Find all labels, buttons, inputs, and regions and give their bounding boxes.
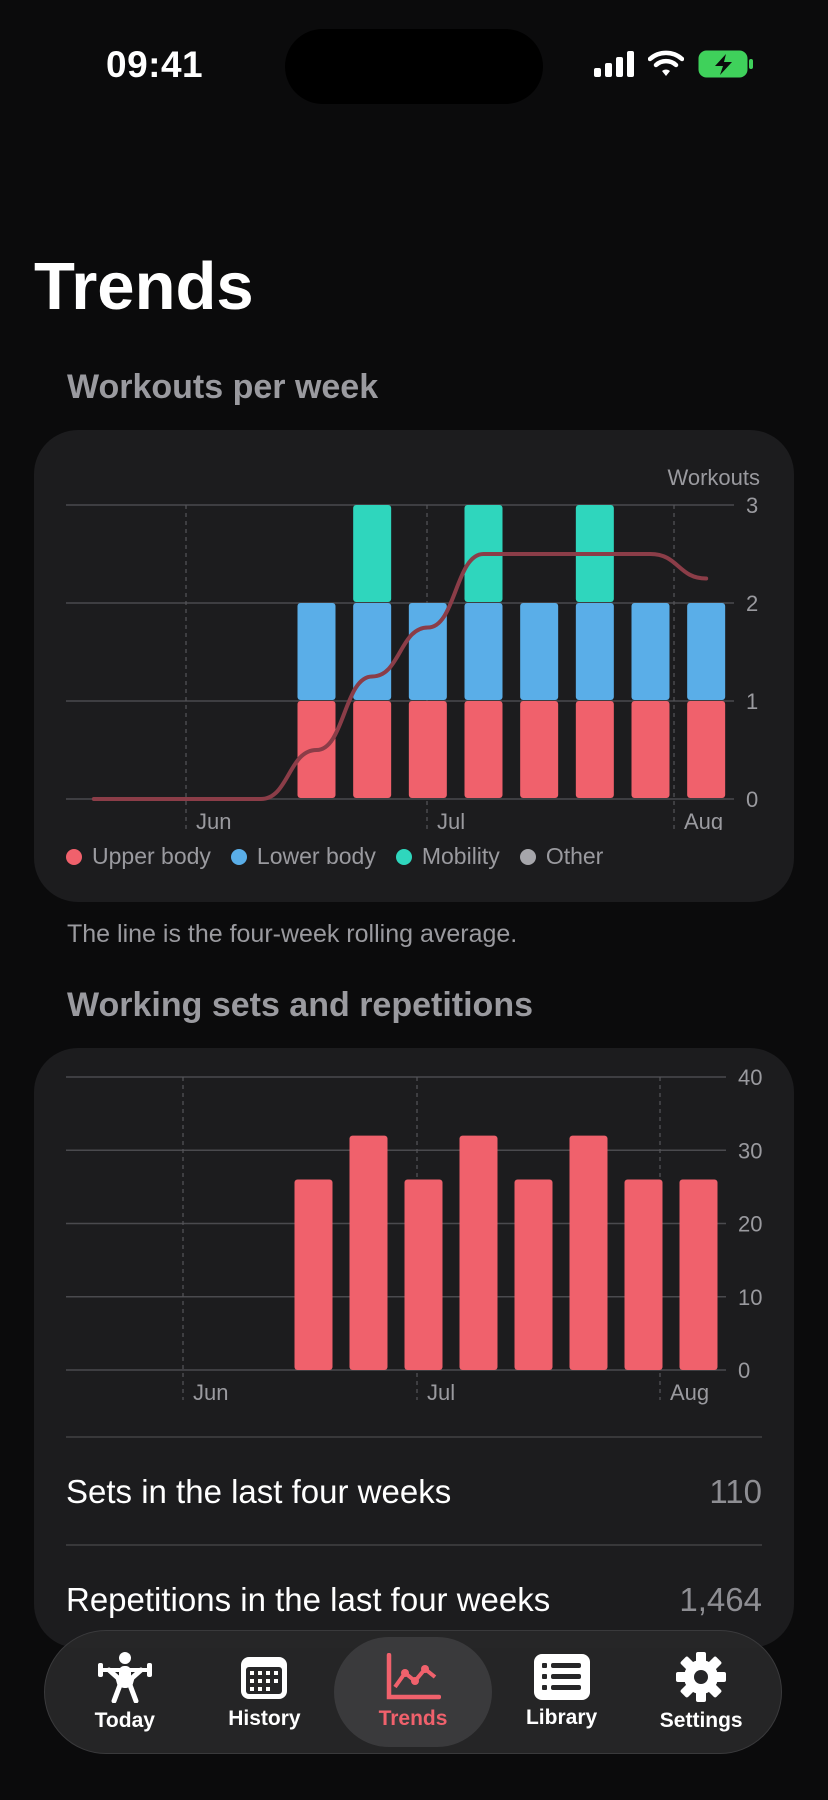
bar-lower-body	[408, 603, 447, 700]
status-icons	[594, 50, 754, 78]
x-tick-label: Jul	[427, 1380, 455, 1405]
bar-mobility	[353, 505, 392, 602]
bar-upper-body	[353, 701, 392, 798]
mobility-swatch	[395, 848, 412, 865]
bar-upper-body	[631, 701, 670, 798]
bar	[514, 1179, 553, 1370]
x-tick-label: Aug	[670, 1380, 709, 1405]
dynamic-island	[285, 29, 543, 104]
workouts-per-week-chart: 0 1 2 3 Jun Jul Aug Workouts	[66, 465, 760, 830]
tab-label: Library	[525, 1706, 598, 1729]
tab-label: Today	[94, 1709, 155, 1732]
tab-label: Trends	[378, 1707, 448, 1730]
tab-label: Settings	[659, 1709, 743, 1732]
stat-value: 110	[709, 1473, 762, 1510]
bar-upper-body	[687, 701, 726, 798]
stat-row-sets: Sets in the last four weeks 110	[66, 1436, 762, 1546]
status-time: 09:41	[106, 44, 204, 85]
bar-lower-body	[687, 603, 726, 700]
legend-lower-body: Lower body	[230, 843, 376, 870]
other-swatch	[519, 848, 536, 865]
weightlifter-icon	[97, 1652, 152, 1703]
chart-icon	[386, 1653, 441, 1700]
signal-icon	[594, 51, 634, 77]
y-tick-label: 1	[746, 689, 758, 714]
wifi-icon	[648, 50, 684, 76]
y-tick-label: 0	[738, 1358, 750, 1383]
rolling-average-line	[91, 552, 709, 801]
tab-settings[interactable]: Settings	[631, 1637, 771, 1747]
tab-trends[interactable]: Trends	[334, 1637, 492, 1747]
sets-chart: 0 10 20 30 40 Jun Jul Aug	[66, 1065, 762, 1405]
calendar-icon	[241, 1657, 288, 1699]
workouts-section-title: Workouts per week	[67, 368, 379, 406]
legend-upper-body: Upper body	[66, 843, 211, 870]
list-icon	[533, 1654, 590, 1700]
bar	[349, 1135, 388, 1370]
tab-today[interactable]: Today	[55, 1637, 195, 1747]
bar-upper-body	[464, 701, 503, 798]
bar-lower-body	[520, 603, 559, 700]
y-axis-title: Workouts	[667, 465, 760, 490]
legend-label: Other	[545, 843, 604, 869]
legend-mobility: Mobility	[395, 843, 500, 870]
bar-lower-body	[464, 603, 503, 700]
bar-upper-body	[575, 701, 614, 798]
workouts-chart-card: 0 1 2 3 Jun Jul Aug Workouts Upper body Lower b…	[34, 430, 794, 902]
y-tick-label: 3	[746, 493, 758, 518]
bar-lower-body	[297, 603, 336, 700]
bar	[624, 1179, 663, 1370]
legend-label: Mobility	[421, 843, 500, 869]
sets-chart-card: 0 10 20 30 40 Jun Jul Aug Sets in the last four…	[34, 1048, 794, 1648]
y-tick-label: 10	[738, 1285, 762, 1310]
tab-label: History	[228, 1707, 301, 1730]
legend-label: Upper body	[92, 843, 211, 869]
chart-legend: Upper body Lower body Mobility Other	[66, 843, 603, 870]
bar	[459, 1135, 498, 1370]
bar-upper-body	[520, 701, 559, 798]
y-tick-label: 0	[746, 787, 758, 812]
stat-value: 1,464	[679, 1581, 762, 1618]
tab-library[interactable]: Library	[492, 1637, 632, 1747]
lower-body-swatch	[230, 848, 247, 865]
stat-row-repetitions: Repetitions in the last four weeks 1,464	[66, 1544, 762, 1654]
bar-upper-body	[408, 701, 447, 798]
gear-icon	[676, 1652, 727, 1702]
bar	[569, 1135, 608, 1370]
legend-other: Other	[519, 843, 604, 870]
y-tick-label: 2	[746, 591, 758, 616]
rolling-average-note: The line is the four-week rolling averag…	[67, 920, 518, 948]
bar-lower-body	[631, 603, 670, 700]
x-tick-label: Jul	[437, 809, 465, 830]
x-tick-label: Jun	[193, 1380, 228, 1405]
stat-label: Repetitions in the last four weeks	[66, 1581, 551, 1618]
legend-label: Lower body	[256, 843, 376, 869]
y-tick-label: 40	[738, 1065, 762, 1090]
bar	[679, 1179, 718, 1370]
stat-label: Sets in the last four weeks	[66, 1473, 452, 1510]
upper-body-swatch	[66, 848, 82, 865]
y-tick-label: 30	[738, 1138, 762, 1163]
y-tick-label: 20	[738, 1212, 762, 1237]
x-tick-label: Aug	[684, 809, 723, 830]
tab-bar: Today History Trends	[44, 1630, 782, 1754]
sets-section-title: Working sets and repetitions	[67, 986, 534, 1024]
tab-history[interactable]: History	[195, 1637, 335, 1747]
bar	[404, 1179, 443, 1370]
bar-lower-body	[575, 603, 614, 700]
bar	[294, 1179, 333, 1370]
x-tick-label: Jun	[196, 809, 231, 830]
page-title: Trends	[34, 249, 254, 324]
battery-charging-icon	[698, 50, 753, 78]
